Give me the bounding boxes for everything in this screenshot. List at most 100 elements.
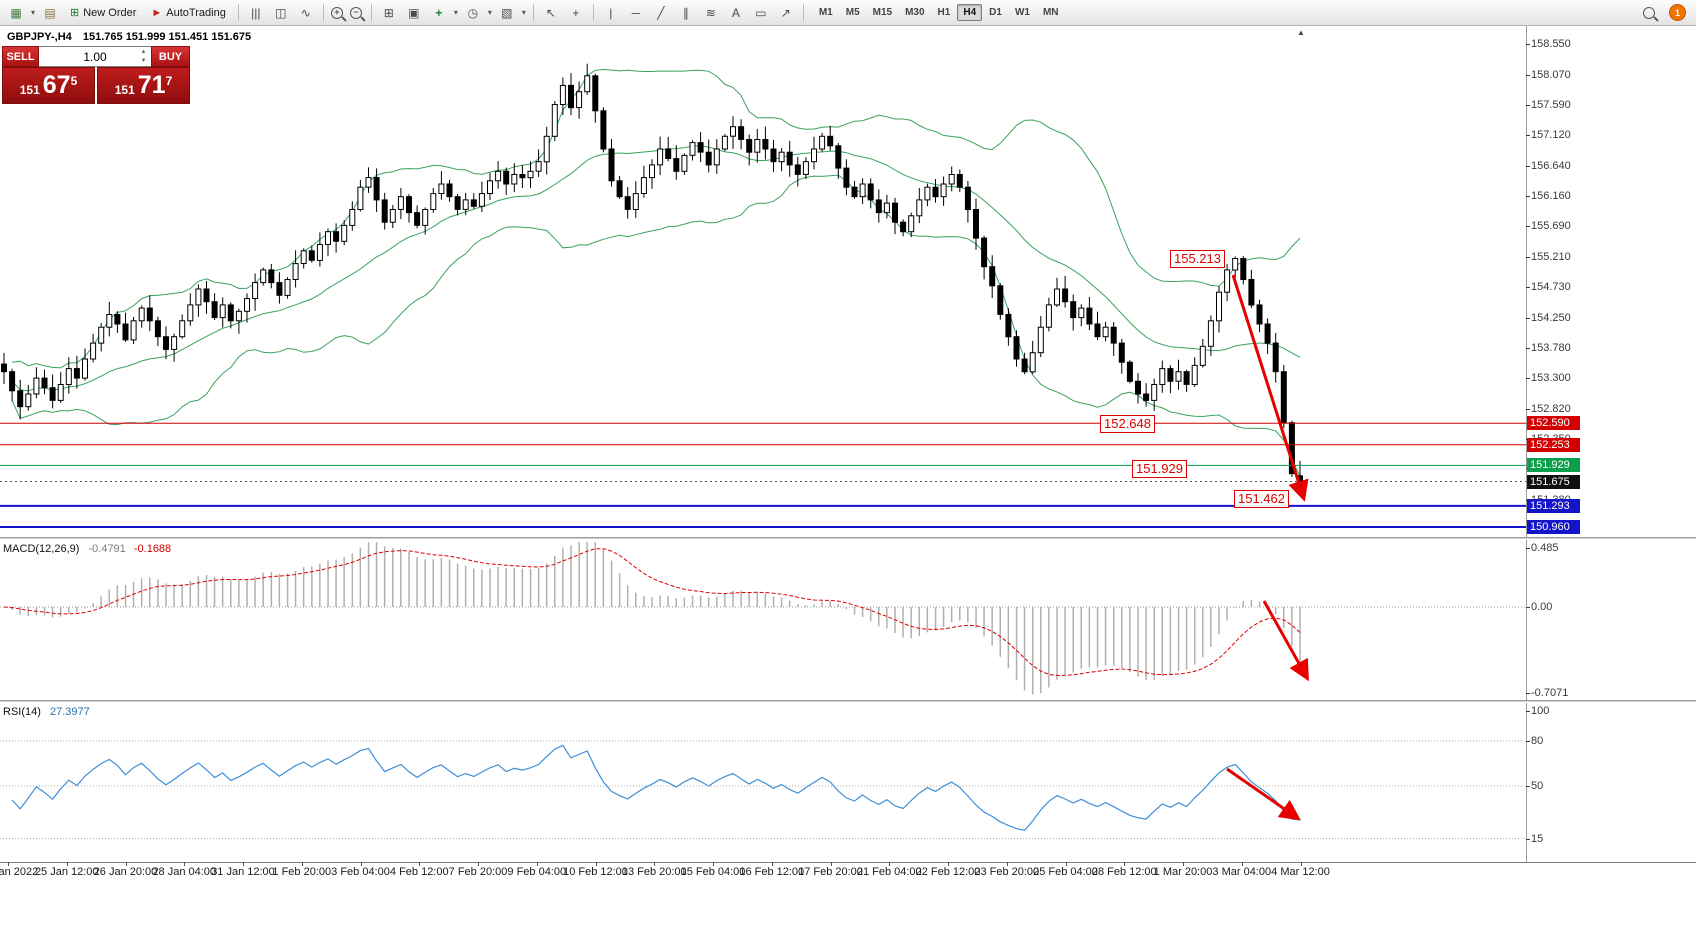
notifications-badge[interactable]: 1 xyxy=(1669,4,1686,21)
price-scale-tick: 158.070 xyxy=(1526,68,1571,81)
new-order-button[interactable]: ⊞ New Order xyxy=(63,3,143,22)
macd-histogram-bar xyxy=(788,600,791,607)
new-chart-caret-icon[interactable]: ▾ xyxy=(30,8,35,17)
chart-shift-marker[interactable]: ▲ xyxy=(1297,28,1305,37)
candle-body-bull xyxy=(584,75,591,93)
sell-button[interactable]: SELL xyxy=(2,46,39,67)
time-axis-label: 31 Jan 12:00 xyxy=(211,866,275,878)
macd-histogram-bar xyxy=(554,556,556,607)
cursor-icon[interactable]: ↖ xyxy=(545,5,556,20)
arrows-tool-icon[interactable]: ↗ xyxy=(780,5,791,20)
candle-body-bull xyxy=(187,304,194,322)
candle-body-bull xyxy=(325,231,331,245)
price-label-annotation[interactable]: 152.648 xyxy=(1100,415,1155,433)
macd-histogram-bar xyxy=(408,551,410,607)
buy-button[interactable]: BUY xyxy=(151,46,190,67)
candle-body-bull xyxy=(90,342,97,360)
price-label-annotation[interactable]: 151.929 xyxy=(1132,460,1187,478)
search-icon[interactable] xyxy=(1643,6,1655,19)
price-scale-tick: 158.550 xyxy=(1526,38,1571,50)
horizontal-line-tool-icon[interactable]: ─ xyxy=(631,5,641,20)
timeframe-M30[interactable]: M30 xyxy=(905,7,925,18)
timeframe-W1[interactable]: W1 xyxy=(1014,7,1030,18)
candle-body-bull xyxy=(422,209,429,226)
text-tool-icon[interactable]: A xyxy=(731,5,740,20)
zoom-out-icon[interactable]: − xyxy=(349,6,362,19)
line-chart-mode-icon[interactable]: ∿ xyxy=(300,5,311,20)
templates-caret-icon[interactable]: ▾ xyxy=(521,8,526,17)
macd-histogram-bar xyxy=(238,580,240,607)
buy-price-display[interactable]: 151 71 7 xyxy=(97,67,190,104)
profiles-icon[interactable]: ▤ xyxy=(44,5,56,20)
time-axis-tick xyxy=(184,862,186,866)
buy-price-prefix: 151 xyxy=(114,82,135,97)
macd-histogram-bar xyxy=(926,607,929,633)
timeframe-M1[interactable]: M1 xyxy=(818,7,833,18)
zoom-in-icon[interactable]: + xyxy=(330,6,343,19)
indicators-icon[interactable]: + xyxy=(435,5,443,20)
candle-body-bear xyxy=(705,151,712,166)
bollinger-upper-line xyxy=(12,68,1301,369)
buy-price-main: 71 xyxy=(137,71,166,99)
timeframe-M5[interactable]: M5 xyxy=(845,7,860,18)
candle-body-bull xyxy=(349,209,356,226)
price-chart-pane[interactable] xyxy=(0,26,1526,537)
time-axis-label: 17 Feb 20:00 xyxy=(798,866,863,878)
macd-histogram-bar xyxy=(869,607,872,622)
trendline-tool-icon[interactable]: ╱ xyxy=(657,5,665,20)
candle-body-bull xyxy=(195,288,202,306)
templates-icon[interactable]: ▧ xyxy=(501,5,513,20)
rsi-scale-label: 15 xyxy=(1525,832,1544,845)
autotrading-button[interactable]: ► AutoTrading xyxy=(144,4,232,22)
vertical-line-tool-icon[interactable]: | xyxy=(609,5,613,20)
sell-price-display[interactable]: 151 67 5 xyxy=(2,67,95,104)
macd-histogram-bar xyxy=(262,572,264,607)
macd-histogram-bar xyxy=(521,568,524,607)
macd-histogram-bar xyxy=(918,607,920,637)
buy-price-pip: 7 xyxy=(165,74,173,88)
macd-histogram-bar xyxy=(59,607,62,617)
volume-input[interactable]: 1.00 ▲ ▼ xyxy=(39,46,151,67)
toolbar-separator xyxy=(322,4,324,21)
pane-divider[interactable] xyxy=(0,700,1696,703)
macd-histogram-bar xyxy=(84,607,86,609)
new-chart-icon[interactable]: ▦ xyxy=(10,5,22,20)
candle-body-bear xyxy=(1264,323,1271,344)
periods-icon[interactable]: ◷ xyxy=(467,5,479,20)
indicators-caret-icon[interactable]: ▾ xyxy=(453,8,458,17)
price-label-annotation[interactable]: 155.213 xyxy=(1170,250,1225,268)
rsi-indicator-pane[interactable] xyxy=(0,703,1526,862)
candle-body-bull xyxy=(65,368,72,386)
time-axis-label: 28 Feb 12:00 xyxy=(1091,866,1157,878)
timeframe-H1[interactable]: H1 xyxy=(937,7,951,18)
macd-histogram-bar xyxy=(740,590,742,607)
price-label-annotation[interactable]: 151.462 xyxy=(1234,490,1289,508)
volume-spinner[interactable]: ▲ ▼ xyxy=(138,48,149,65)
crosshair-icon[interactable]: + xyxy=(572,5,580,20)
bar-chart-mode-icon[interactable]: ||| xyxy=(251,5,261,20)
timeframe-M15[interactable]: M15 xyxy=(872,7,893,18)
pane-divider[interactable] xyxy=(0,537,1696,540)
volume-down-icon[interactable]: ▼ xyxy=(140,58,147,64)
volume-up-icon[interactable]: ▲ xyxy=(140,49,147,55)
fibonacci-tool-icon[interactable]: ≋ xyxy=(705,5,716,20)
time-axis-label: 13 Feb 20:00 xyxy=(621,866,687,878)
tile-windows-icon[interactable]: ⊞ xyxy=(383,5,394,20)
channel-tool-icon[interactable]: ∥ xyxy=(682,5,689,20)
macd-histogram-bar xyxy=(1275,607,1277,615)
timeframe-D1[interactable]: D1 xyxy=(989,7,1002,18)
macd-histogram-bar xyxy=(772,596,775,607)
macd-histogram-bar xyxy=(473,568,475,607)
toolbar-separator xyxy=(802,4,804,21)
timeframe-H4[interactable]: H4 xyxy=(957,4,983,21)
timeframe-MN[interactable]: MN xyxy=(1042,7,1059,18)
cascade-windows-icon[interactable]: ▣ xyxy=(408,5,420,20)
macd-histogram-bar xyxy=(1266,606,1269,607)
macd-indicator-pane[interactable] xyxy=(0,540,1526,700)
candle-body-bull xyxy=(478,193,485,207)
label-tool-icon[interactable]: ▭ xyxy=(755,5,767,20)
periods-caret-icon[interactable]: ▾ xyxy=(487,8,492,17)
time-axis-tick xyxy=(419,862,421,866)
candlestick-mode-icon[interactable]: ◫ xyxy=(275,5,287,20)
candle-body-bear xyxy=(49,387,56,401)
